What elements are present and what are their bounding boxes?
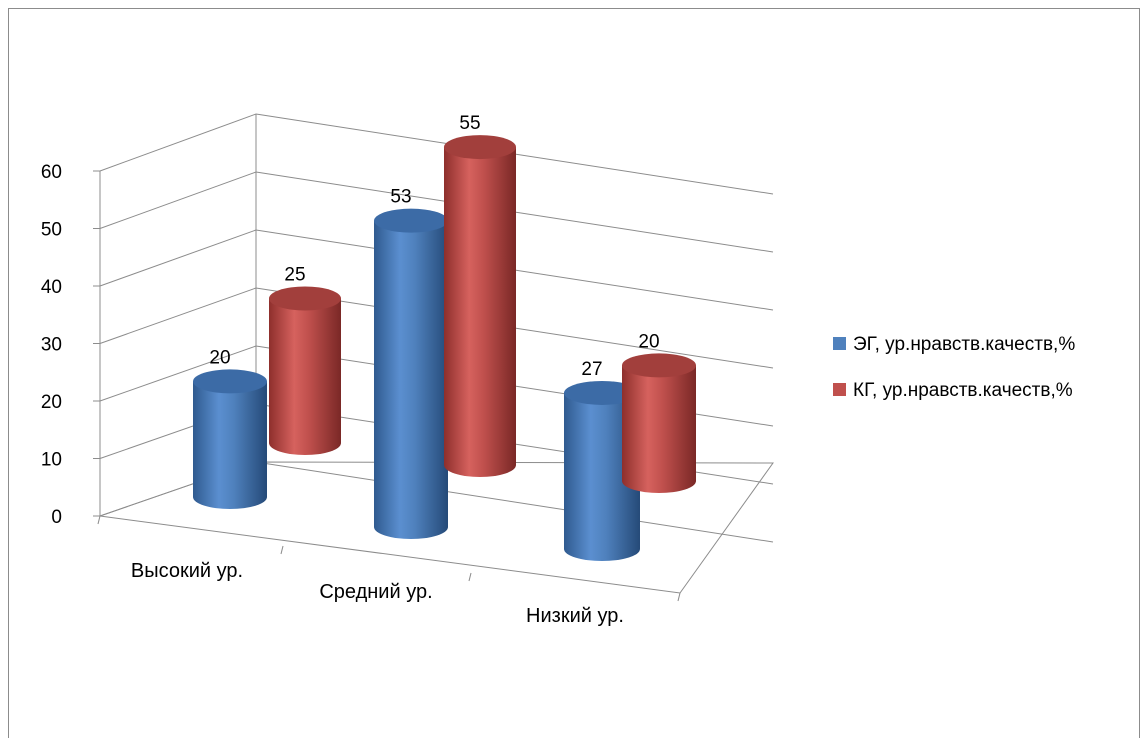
cylinder-body	[269, 298, 341, 455]
y-tick-label: 60	[41, 162, 62, 183]
y-tick-label: 40	[41, 277, 62, 298]
gridline-left	[99, 113, 257, 172]
cylinder-body	[193, 381, 267, 509]
category-label: Высокий ур.	[131, 560, 243, 582]
cylinder-kg-1	[444, 135, 516, 477]
data-label: 25	[284, 265, 305, 286]
data-label: 20	[209, 347, 230, 368]
cylinder-top	[269, 286, 341, 311]
legend-label: ЭГ, ур.нравств.качеств,%	[853, 334, 1075, 355]
gridline-left	[99, 229, 257, 287]
y-tick-label: 30	[41, 335, 62, 356]
legend-swatch	[833, 337, 846, 350]
gridline-left	[99, 171, 257, 229]
bars-layer	[193, 135, 696, 561]
cylinder-top	[193, 369, 267, 394]
gridline-left	[99, 287, 257, 344]
gridline-back	[255, 461, 774, 543]
y-tick-label: 10	[41, 450, 62, 471]
cylinder-top	[444, 135, 516, 160]
cylinder-top	[564, 380, 640, 405]
cylinder-body	[622, 365, 696, 493]
category-label: Средний ур.	[319, 581, 432, 603]
cylinder-kg-2	[622, 353, 696, 493]
y-tick-label: 0	[51, 507, 62, 528]
cylinder-top	[622, 353, 696, 378]
cylinder-top	[374, 208, 448, 233]
cylinder-eg-0	[193, 369, 267, 509]
y-tick-label: 50	[41, 220, 62, 241]
cylinder-body	[444, 147, 516, 477]
cylinder-body	[564, 392, 640, 561]
category-label: Низкий ур.	[526, 605, 624, 627]
data-label: 20	[638, 331, 659, 352]
x-tick	[97, 515, 101, 525]
data-label: 53	[390, 187, 411, 208]
gridline-left	[99, 345, 257, 402]
data-label: 27	[581, 359, 602, 380]
cylinder-eg-2	[564, 380, 640, 561]
x-tick	[280, 545, 284, 555]
legend: ЭГ, ур.нравств.качеств,% КГ, ур.нравств.к…	[833, 334, 1075, 401]
labels-layer: 0 10 20 30 40 50 60 20 25 53 55 27 20 Высокий ур. Сред…	[41, 113, 660, 627]
chart-frame	[8, 8, 1140, 738]
cylinder-eg-1	[374, 208, 448, 539]
x-tick	[677, 592, 681, 602]
cylinder-kg-0	[269, 286, 341, 455]
data-label: 55	[459, 113, 480, 134]
y-tick-label: 20	[41, 392, 62, 413]
legend-swatch	[833, 383, 846, 396]
cylinder-body	[374, 220, 448, 539]
legend-label: КГ, ур.нравств.качеств,%	[853, 380, 1073, 401]
x-tick	[468, 572, 472, 582]
